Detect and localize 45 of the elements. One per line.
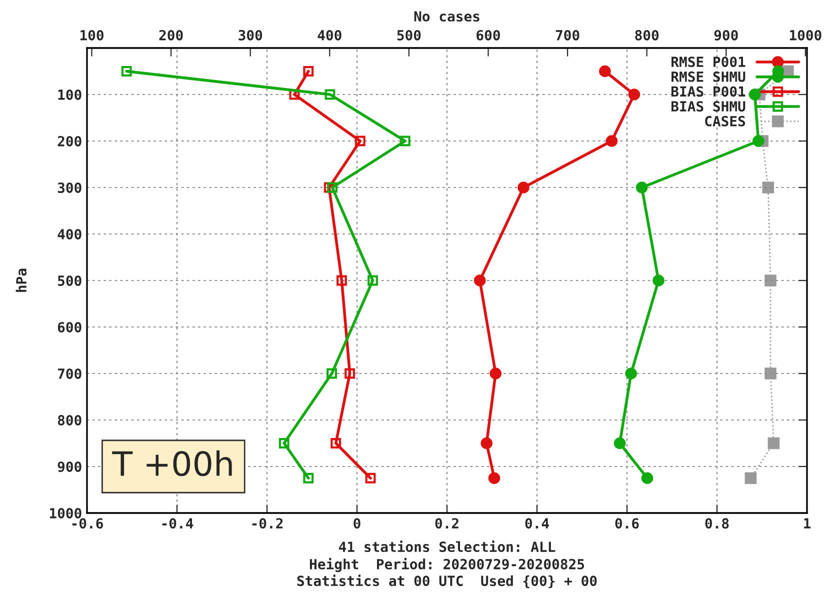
y-tick-label: 900 (58, 461, 82, 472)
y-tick-label: 1000 (50, 508, 82, 518)
y-tick-label: 300 (58, 182, 82, 193)
y-tick-label: 600 (58, 322, 82, 332)
x-tick-label: -0.2 (252, 518, 283, 529)
y-tick-label: 200 (58, 136, 82, 146)
legend-label: CASES (705, 116, 746, 126)
x2-tick-label: 800 (635, 30, 659, 40)
x2-tick-label: 600 (476, 30, 500, 40)
x2-tick-label: 900 (714, 30, 738, 41)
x-tick-label: 1 (804, 518, 811, 528)
y-tick-label: 400 (58, 228, 82, 240)
legend-label: BIAS P001 (671, 86, 746, 97)
x-tick-label: 0 (354, 518, 360, 529)
text: 41 stations Selection: ALL (338, 540, 556, 552)
x2-tick-label: 400 (318, 30, 342, 40)
annotation: T +00h (112, 450, 232, 476)
point (764, 368, 776, 380)
x-tick-label: 0.4 (525, 518, 549, 529)
point (744, 472, 757, 484)
y-tick-label: 700 (58, 368, 82, 379)
y-tick-label: 800 (58, 414, 82, 426)
x2-axis-title: No cases (414, 11, 480, 22)
legend-label: BIAS SHMU (671, 101, 746, 112)
text: Statistics at 00 UTC Used {00} + 00 (297, 574, 597, 588)
point (768, 437, 780, 450)
x-tick-label: 0.6 (615, 518, 639, 529)
x2-tick-label: 1000 (790, 30, 822, 40)
point (764, 274, 776, 286)
x-tick-label: 0.8 (705, 518, 729, 529)
y-tick-label: 500 (58, 275, 82, 286)
y-tick-label: 100 (58, 89, 82, 100)
point (762, 182, 774, 194)
y-axis-title: hPa (16, 268, 27, 292)
x2-tick-label: 500 (397, 30, 421, 40)
legend-label: RMSE P001 (672, 56, 746, 68)
x-tick-label: -0.6 (72, 518, 103, 529)
x2-tick-label: 100 (80, 30, 104, 40)
x2-tick-label: 200 (159, 30, 183, 40)
x-tick-label: -0.4 (162, 518, 194, 529)
x-tick-label: 0.2 (435, 518, 458, 529)
text: Height Period: 20200729-20200825 (310, 558, 584, 572)
legend-label: RMSE SHMU (672, 71, 746, 82)
x2-tick-label: 300 (238, 30, 262, 40)
x2-tick-label: 700 (556, 30, 580, 40)
